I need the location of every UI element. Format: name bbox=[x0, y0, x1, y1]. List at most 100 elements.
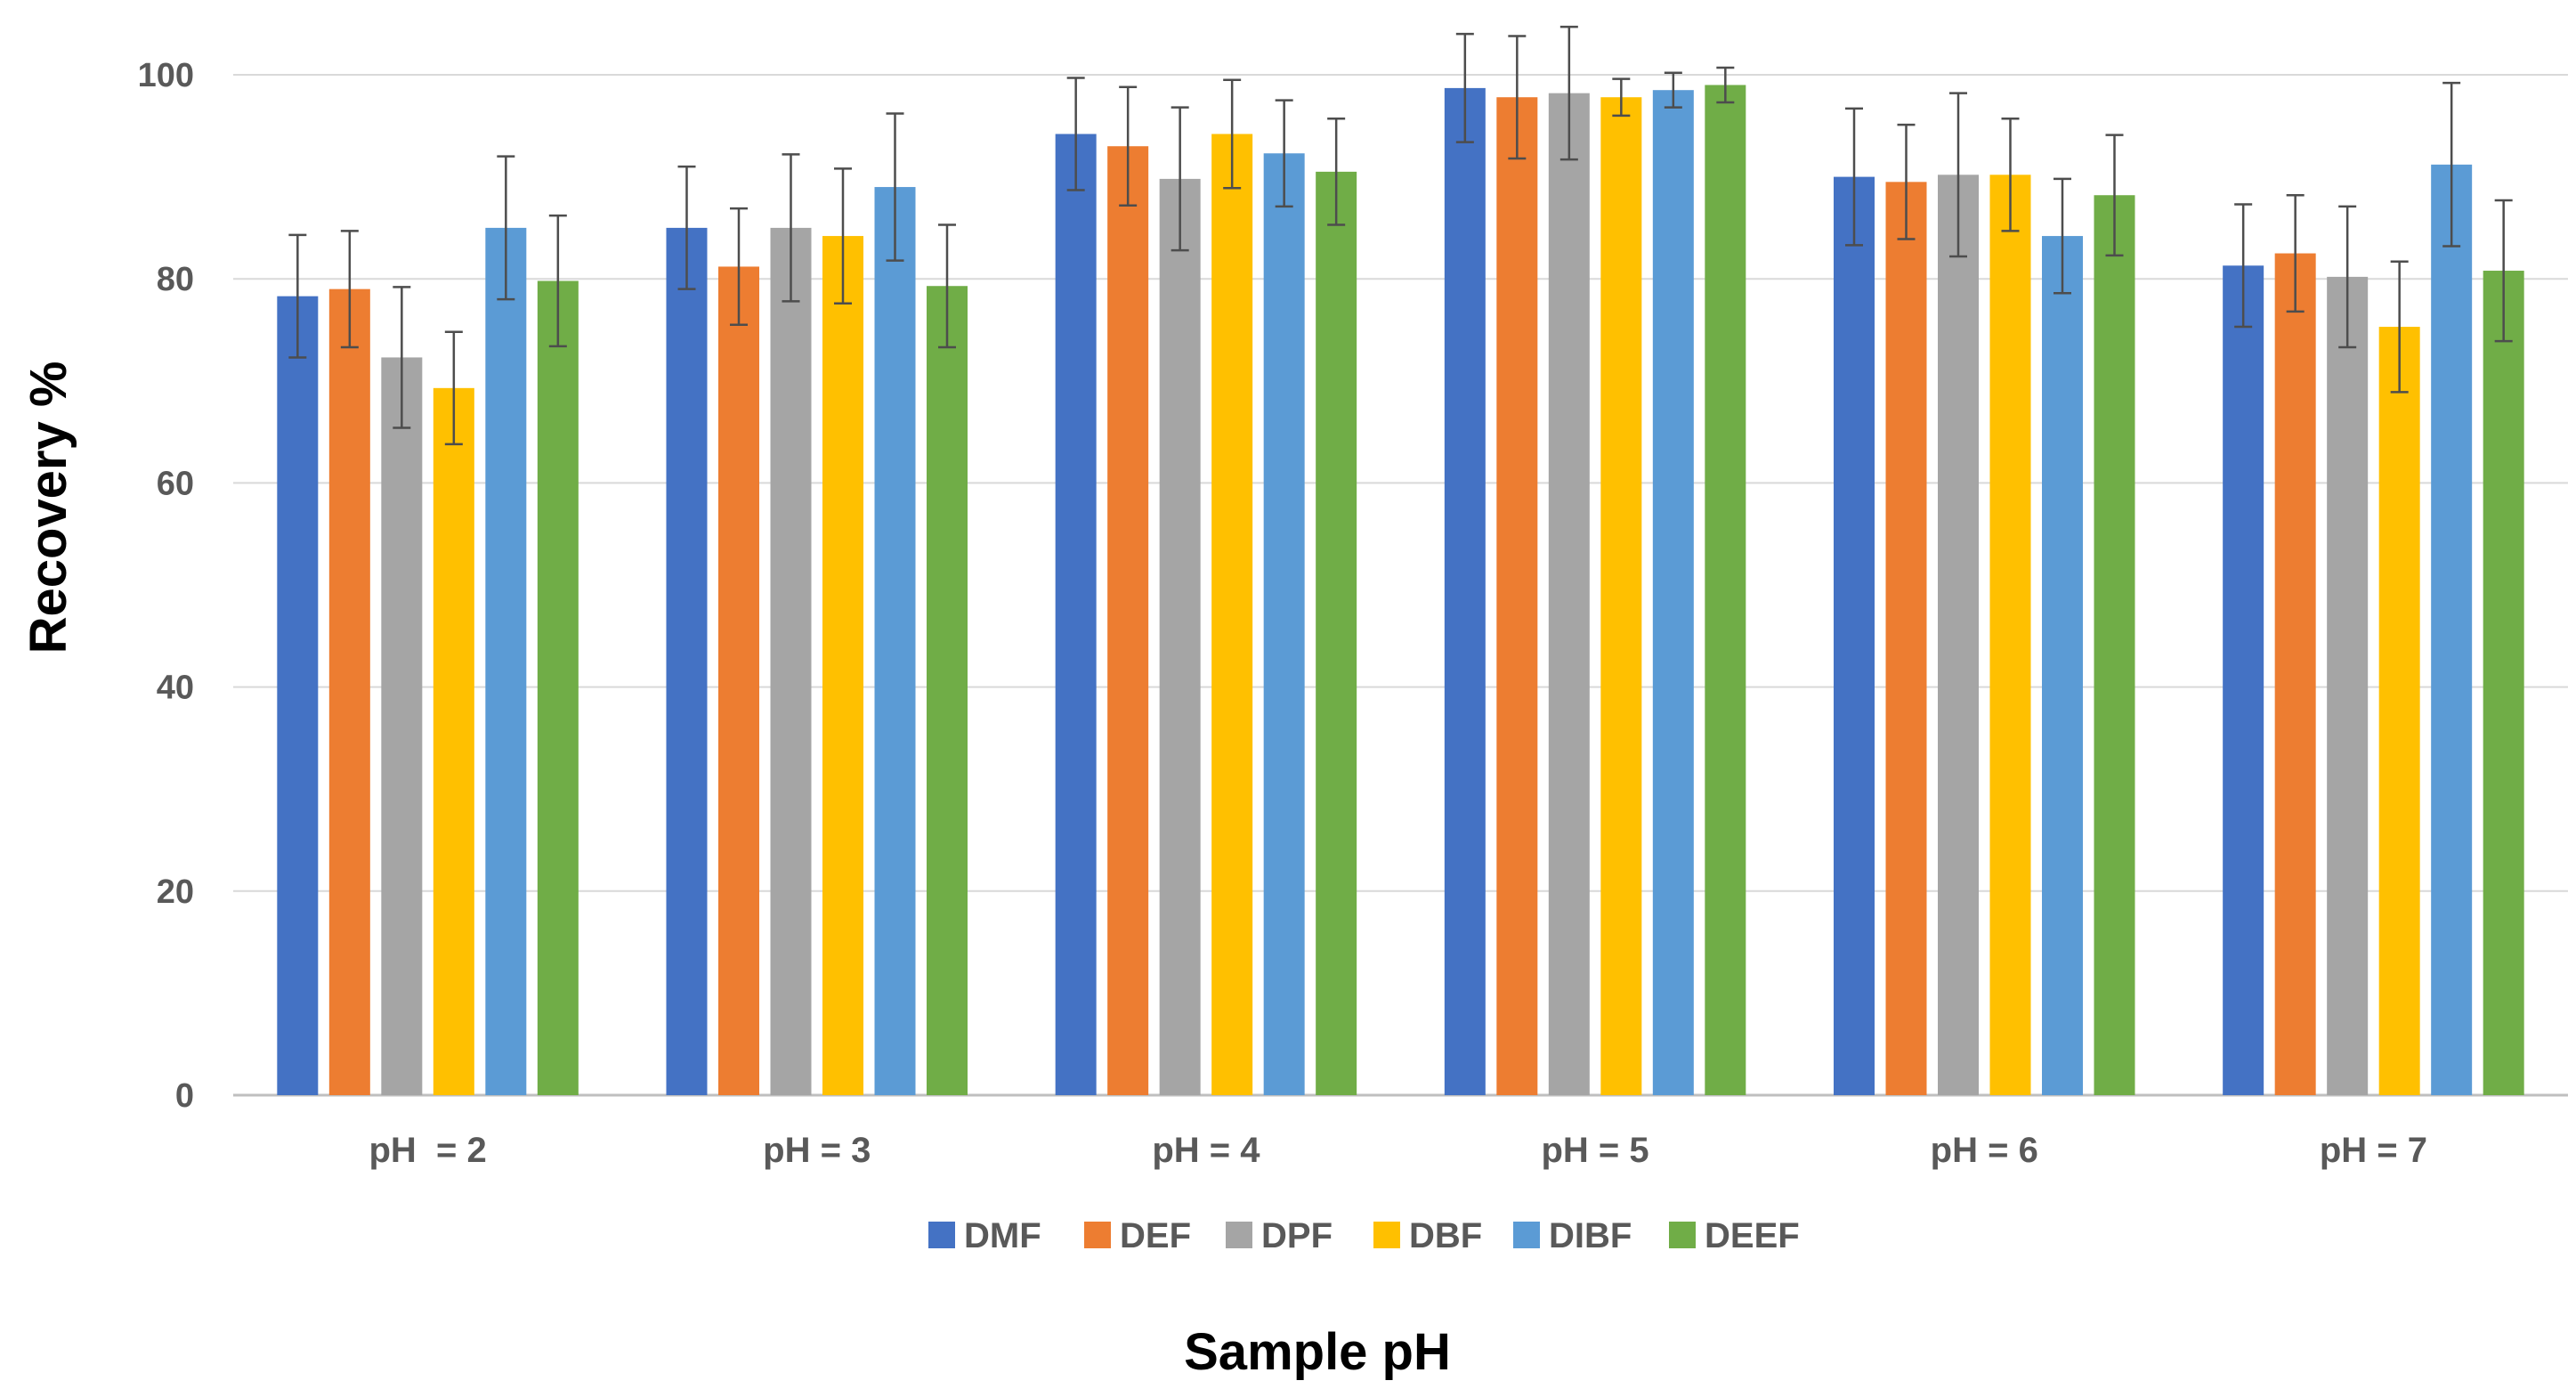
x-category-label: pH = 4 bbox=[1152, 1131, 1260, 1170]
bar-deef bbox=[537, 280, 579, 1095]
error-bar bbox=[1327, 118, 1346, 226]
bar-deef bbox=[1316, 171, 1357, 1095]
legend-swatch-dibf bbox=[1513, 1222, 1540, 1248]
bar-def bbox=[2274, 253, 2316, 1095]
error-bar bbox=[288, 233, 307, 359]
legend: DMF DEF DPF DBF DIBF DEEF bbox=[928, 1216, 1800, 1255]
error-bar bbox=[2054, 177, 2071, 295]
error-bar bbox=[393, 286, 411, 429]
error-bar bbox=[2234, 203, 2253, 329]
error-bar bbox=[2442, 81, 2461, 248]
error-bar bbox=[2494, 199, 2513, 343]
bar-dbf bbox=[2378, 327, 2420, 1095]
y-tick-label: 100 bbox=[138, 57, 194, 94]
bar-dbf bbox=[822, 236, 863, 1095]
bar-dmf bbox=[2223, 265, 2264, 1095]
y-tick-label: 80 bbox=[157, 261, 194, 298]
bar-dibf bbox=[1263, 153, 1305, 1096]
error-bar bbox=[1845, 107, 1863, 247]
bar-def bbox=[718, 266, 759, 1095]
bar-dbf bbox=[1989, 175, 2031, 1096]
x-category-label: pH = 6 bbox=[1931, 1131, 2038, 1170]
bar-def bbox=[1885, 182, 1927, 1096]
error-bar bbox=[2338, 205, 2357, 349]
error-bar bbox=[1275, 99, 1293, 208]
error-bar bbox=[2390, 260, 2409, 394]
error-bar bbox=[1119, 85, 1138, 207]
bar-dmf bbox=[1444, 87, 1486, 1096]
error-bar bbox=[938, 223, 956, 349]
bar-dmf bbox=[277, 296, 319, 1095]
bar-deef bbox=[2094, 195, 2135, 1095]
y-axis-ticks: 0 20 40 60 80 100 bbox=[138, 57, 194, 1115]
bar-dpf bbox=[1548, 93, 1590, 1095]
error-bar bbox=[1612, 77, 1631, 118]
error-bar bbox=[1455, 32, 1474, 143]
error-bar bbox=[1066, 77, 1085, 191]
y-tick-label: 40 bbox=[157, 670, 194, 707]
gridlines bbox=[233, 74, 2568, 1097]
bar-deef bbox=[2483, 271, 2524, 1096]
error-bars bbox=[288, 25, 2513, 446]
bar-dbf bbox=[433, 387, 474, 1095]
error-bar bbox=[1508, 35, 1527, 160]
bar-def bbox=[1496, 97, 1538, 1095]
bar-def bbox=[328, 288, 370, 1095]
bar-def bbox=[1107, 146, 1149, 1096]
x-category-label: pH = 5 bbox=[1542, 1131, 1649, 1170]
bar-dmf bbox=[666, 227, 708, 1095]
error-bar bbox=[2286, 193, 2305, 313]
error-bar bbox=[1716, 66, 1735, 104]
bar-dpf bbox=[1159, 178, 1201, 1096]
bar-dmf bbox=[1055, 134, 1097, 1095]
legend-label-dbf: DBF bbox=[1409, 1216, 1482, 1255]
error-bar bbox=[782, 153, 800, 303]
bar-deef bbox=[927, 286, 968, 1095]
legend-swatch-dmf bbox=[928, 1222, 955, 1248]
error-bar bbox=[1223, 78, 1242, 190]
legend-label-dpf: DPF bbox=[1261, 1216, 1333, 1255]
bar-dpf bbox=[381, 357, 423, 1095]
legend-swatch-dpf bbox=[1226, 1222, 1252, 1248]
error-bar bbox=[1171, 106, 1189, 252]
error-bar bbox=[677, 165, 696, 290]
error-bar bbox=[2001, 118, 2020, 232]
bar-dpf bbox=[2327, 276, 2369, 1096]
error-bar bbox=[497, 155, 515, 301]
bar-dibf bbox=[874, 187, 916, 1095]
bar-dpf bbox=[770, 227, 812, 1095]
x-axis-categories: pH = 2 pH = 3 pH = 4 pH = 5 pH = 6 pH = 7 bbox=[369, 1131, 2427, 1170]
error-bar bbox=[340, 230, 359, 349]
bar-dbf bbox=[1600, 97, 1642, 1095]
bar-dibf bbox=[2042, 236, 2083, 1095]
error-bar bbox=[548, 214, 567, 348]
y-tick-label: 0 bbox=[175, 1077, 194, 1115]
legend-swatch-def bbox=[1084, 1222, 1111, 1248]
y-tick-label: 60 bbox=[157, 465, 194, 502]
bar-deef bbox=[1705, 85, 1746, 1096]
error-bar bbox=[1949, 92, 1967, 258]
legend-label-dmf: DMF bbox=[964, 1216, 1041, 1255]
bar-dibf bbox=[2431, 164, 2473, 1095]
legend-swatch-deef bbox=[1669, 1222, 1696, 1248]
bar-dibf bbox=[1652, 90, 1694, 1096]
legend-label-dibf: DIBF bbox=[1549, 1216, 1632, 1255]
x-category-label: pH = 7 bbox=[2320, 1131, 2427, 1170]
bar-dibf bbox=[485, 227, 527, 1095]
legend-label-deef: DEEF bbox=[1705, 1216, 1800, 1255]
error-bar bbox=[1664, 71, 1682, 109]
error-bar bbox=[2105, 134, 2124, 257]
error-bar bbox=[886, 112, 904, 262]
legend-swatch-dbf bbox=[1373, 1222, 1400, 1248]
y-axis-title: Recovery % bbox=[20, 361, 77, 654]
bar-dbf bbox=[1211, 134, 1253, 1095]
error-bar bbox=[1897, 123, 1916, 240]
error-bar bbox=[730, 207, 748, 327]
x-category-label: pH = 2 bbox=[369, 1131, 486, 1170]
y-tick-label: 20 bbox=[157, 873, 194, 911]
error-bar bbox=[834, 167, 852, 305]
bar-dpf bbox=[1938, 175, 1979, 1096]
error-bar bbox=[444, 330, 463, 446]
bar-series bbox=[277, 85, 2524, 1096]
